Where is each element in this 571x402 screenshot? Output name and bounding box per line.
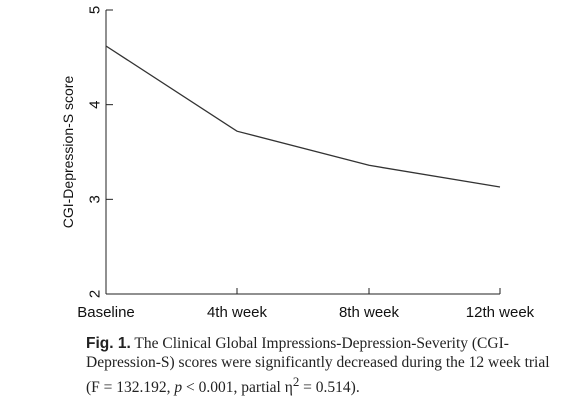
caption-line2: Depression-S) scores were significantly …: [86, 354, 521, 371]
y-axis-title: CGI-Depression-S score: [60, 76, 76, 229]
x-tick-label: 4th week: [207, 304, 268, 321]
series-line: [105, 45, 501, 188]
caption-superscript: 2: [292, 374, 300, 389]
x-tick-label: Baseline: [77, 304, 135, 321]
figure-label: Fig. 1.: [86, 335, 131, 352]
y-tick-label: 4: [86, 100, 103, 108]
x-tick-label: 8th week: [339, 304, 400, 321]
y-tick-label: 3: [86, 195, 103, 203]
x-ticks: Baseline 4th week 8th week 12th week: [77, 288, 535, 321]
caption-p-symbol: p: [174, 379, 183, 397]
caption-line3-post: = 0.514).: [303, 379, 360, 397]
line-chart: 2 3 4 5 Baseline 4th week 8th week 12th week C…: [60, 6, 535, 321]
y-tick-label: 2: [86, 290, 103, 298]
caption-line3-pre: trial (F = 132.192,: [86, 354, 550, 397]
figure-caption: Fig. 1. The Clinical Global Impressions-…: [86, 334, 552, 397]
y-ticks: 2 3 4 5: [86, 6, 113, 298]
y-tick-label: 5: [86, 6, 103, 14]
x-tick-label: 12th week: [466, 304, 535, 321]
caption-line3-mid: < 0.001, partial η: [186, 379, 293, 397]
caption-line1: The Clinical Global Impressions-Depressi…: [134, 335, 509, 352]
